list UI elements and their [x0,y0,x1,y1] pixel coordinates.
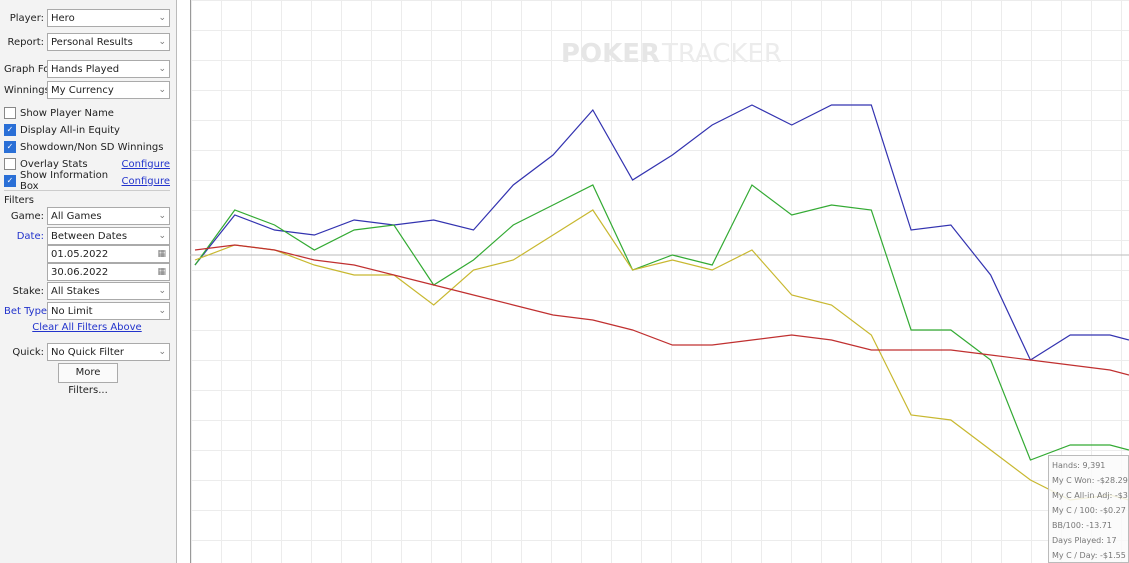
graph-svg: POKER TRACKER [190,39,1129,501]
report-label: Report: [7,36,44,48]
winnings-in-select[interactable]: My Currency [47,81,170,99]
info-line: Days Played: 17 [1052,536,1117,545]
checkbox[interactable] [4,107,16,119]
info-line: My C / 100: -$0.27 [1052,506,1126,515]
game-row: Game: All Games [4,207,170,225]
checkbox[interactable]: ✓ [4,141,16,153]
option-row: ✓ Show Information Box Configure [4,170,170,192]
info-line: My C All-in Adj: -$31.71 [1052,491,1128,500]
date-row: 30.06.2022 [4,263,170,281]
watermark: POKER [561,39,660,69]
option-label: Overlay Stats [20,158,88,170]
winnings-in-row: Winnings in: My Currency [4,81,170,99]
series-line [194,209,1129,501]
game-select[interactable]: All Games [47,207,170,225]
player-row: Player: Hero [4,9,170,27]
option-label: Showdown/Non SD Winnings [20,141,164,153]
option-row: Show Player Name [4,104,170,122]
watermark: TRACKER [661,39,782,69]
stake-select[interactable]: All Stakes [47,282,170,300]
graph-area [190,0,1129,563]
date-row: 01.05.2022 [4,245,170,263]
configure-link[interactable]: Configure [121,175,170,187]
bet-type-row: Bet Type: No Limit [4,302,170,320]
filters-header: Filters [4,194,34,206]
option-row: ✓ Showdown/Non SD Winnings [4,138,170,156]
checkbox[interactable]: ✓ [4,175,16,187]
option-label: Show Player Name [20,107,114,119]
more-filters-button[interactable]: More Filters... [58,363,118,396]
series-line [194,244,1129,376]
checkbox[interactable]: ✓ [4,124,16,136]
quick-label: Quick: [12,346,44,358]
option-row: Overlay Stats Configure [4,155,170,173]
info-box: Hands: 9,391 My C Won: -$28.29 My C All-in… [1048,455,1129,563]
info-line: My C / Day: -$1.55 [1052,551,1126,560]
stake-label: Stake: [12,285,44,297]
checkbox[interactable] [4,158,16,170]
clear-link[interactable]: Clear All Filters Above [32,321,142,333]
date-row: Date: Between Dates [4,227,170,245]
configure-link[interactable]: Configure [121,158,170,170]
date-select[interactable]: Between Dates [47,227,170,245]
option-row: ✓ Display All-in Equity [4,121,170,139]
bet-type-label: Bet Type: [4,305,51,317]
player-select[interactable]: Hero [47,9,170,27]
graph-for-row: Graph For: Hands Played [4,60,170,78]
series-line [194,184,1129,461]
quick-select[interactable]: No Quick Filter [47,343,170,361]
filters-row: Filters [4,190,170,209]
series-line [194,104,1129,361]
info-line: Hands: 9,391 [1052,461,1106,470]
date-input[interactable]: 30.06.2022 [47,263,170,281]
date-label: Date: [16,230,44,242]
info-line: BB/100: -13.71 [1052,521,1112,530]
quick-row: Quick: No Quick Filter [4,343,170,361]
clear-row: Clear All Filters Above [4,318,170,336]
date-input[interactable]: 01.05.2022 [47,245,170,263]
bet-type-select[interactable]: No Limit [47,302,170,320]
player-label: Player: [9,12,44,24]
info-line: My C Won: -$28.29 [1052,476,1128,485]
graph-for-label: Graph For: [4,63,57,75]
report-select[interactable]: Personal Results [47,33,170,51]
option-label: Display All-in Equity [20,124,120,136]
stake-row: Stake: All Stakes [4,282,170,300]
winnings-in-label: Winnings in: [4,84,66,96]
sidebar: Player:HeroReport:Personal ResultsGraph … [0,0,177,563]
graph-for-select[interactable]: Hands Played [47,60,170,78]
report-row: Report: Personal Results [4,33,170,51]
option-label: Show Information Box [20,170,109,192]
game-label: Game: [10,210,44,222]
